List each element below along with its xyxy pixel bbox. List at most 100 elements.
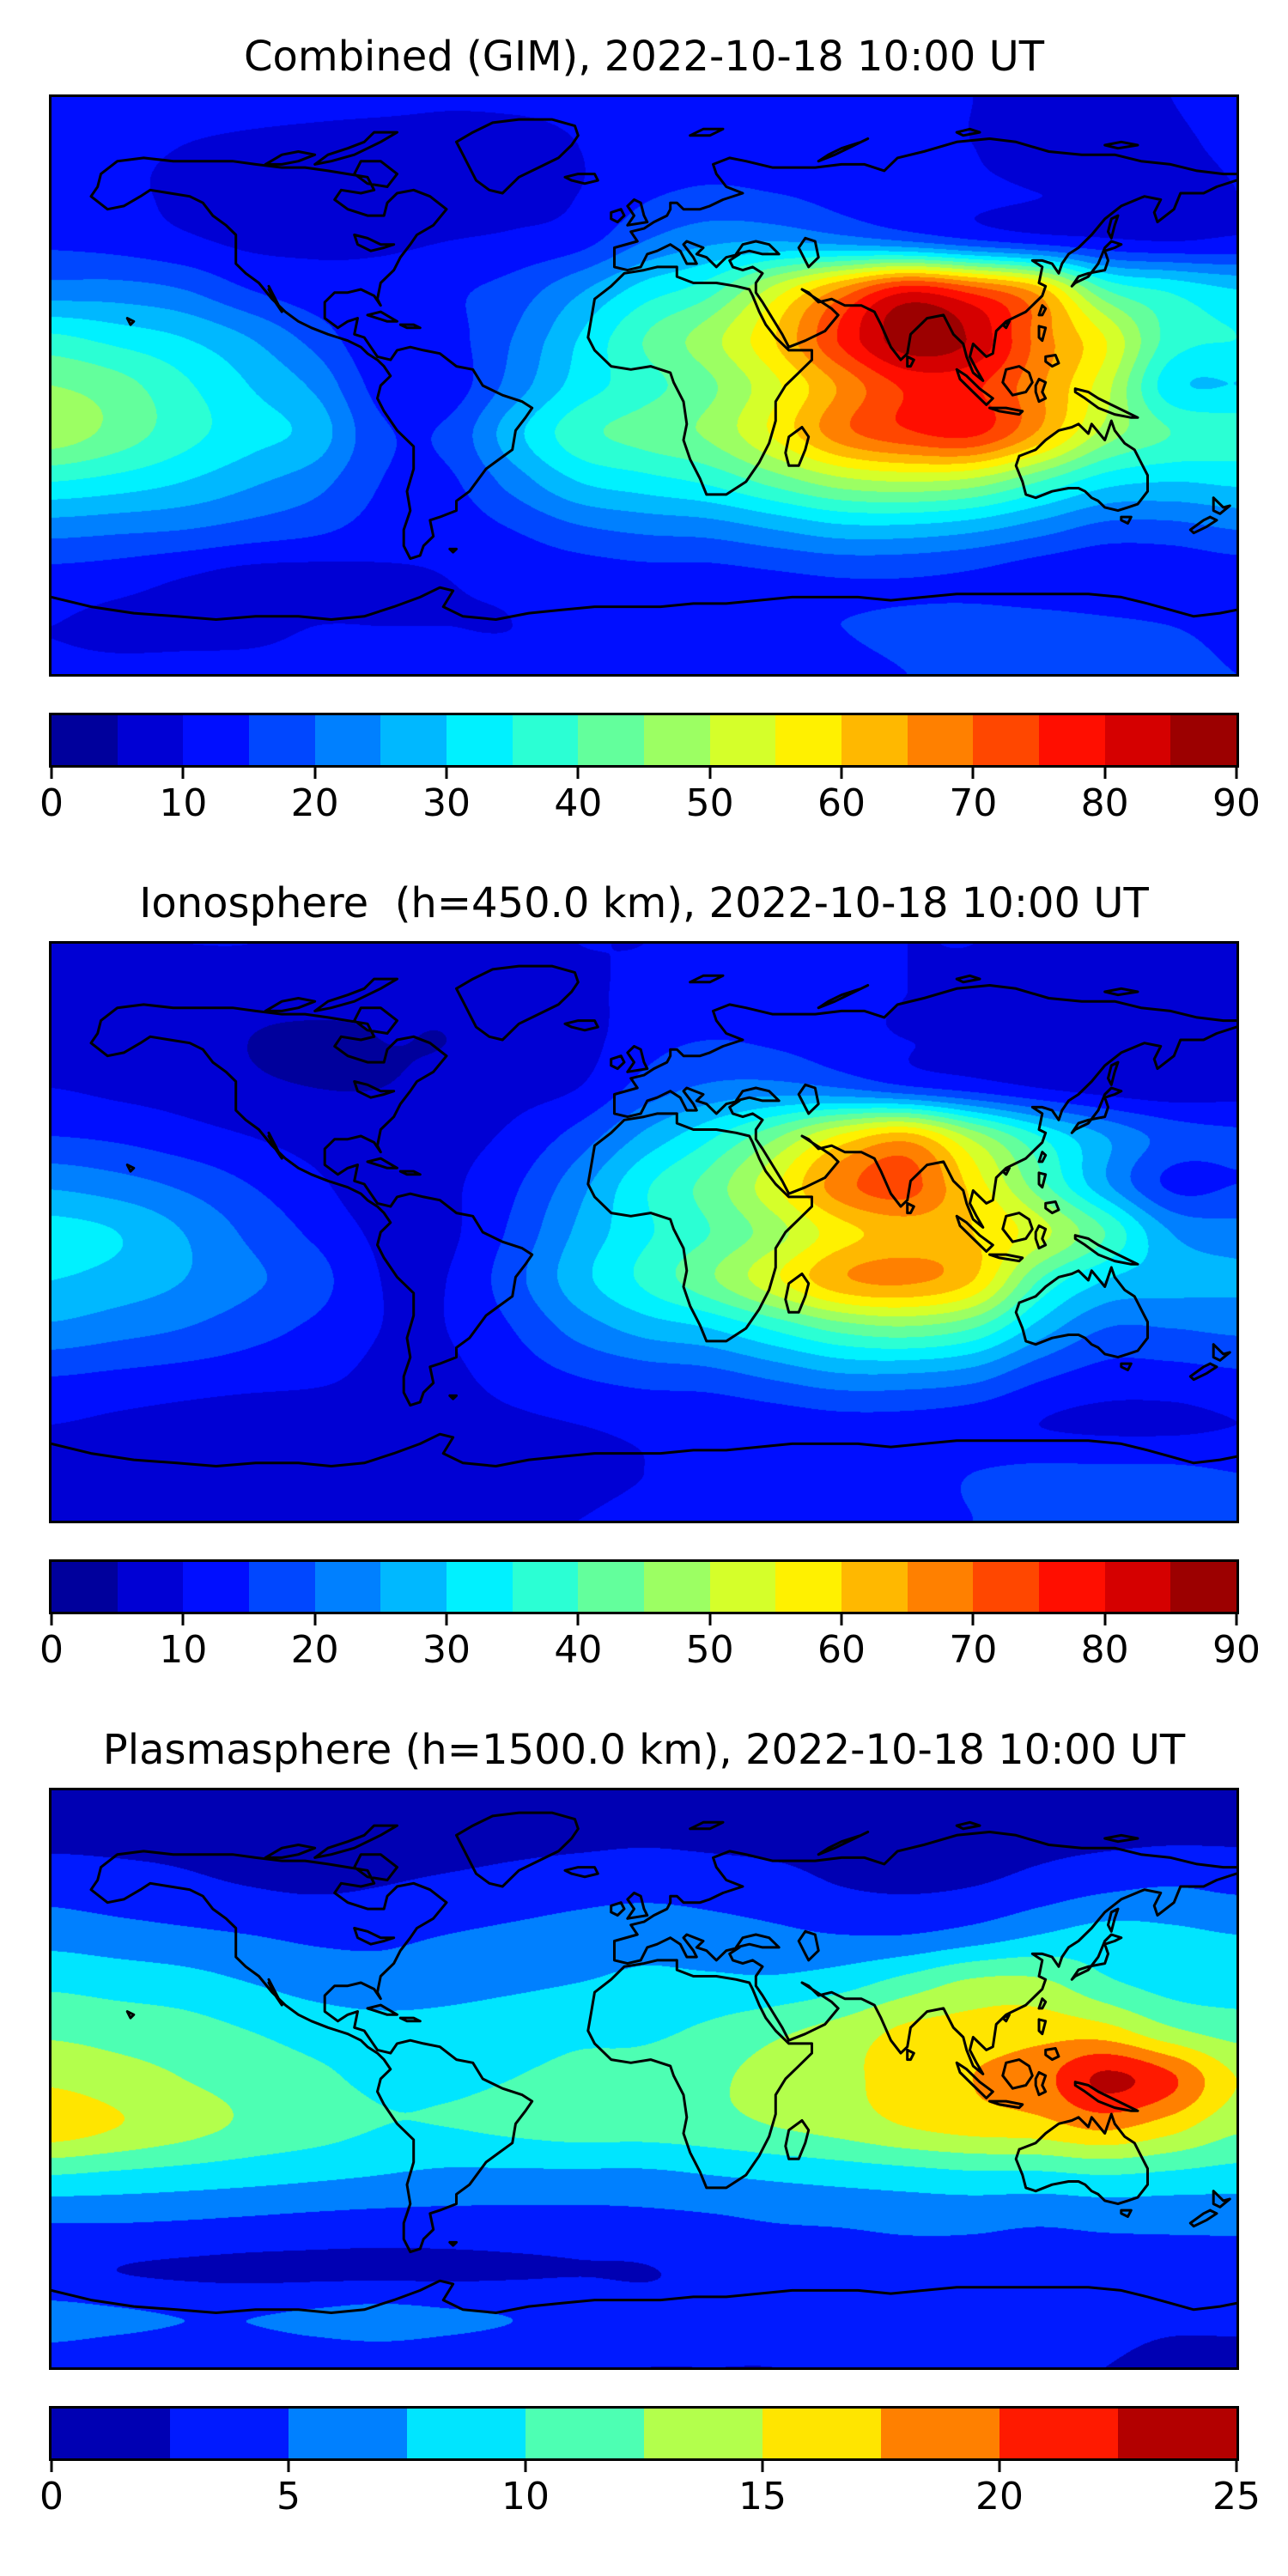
colorbar-block-combined: 0 10 20 30 40 50 60 70 80 90: [39, 713, 1261, 826]
colorbar-segment: [512, 1562, 579, 1612]
colorbar-segment: [907, 715, 974, 765]
colorbar-tick-label: 10: [159, 1628, 208, 1672]
colorbar-segment: [1039, 715, 1105, 765]
colorbar-tick: [840, 768, 843, 779]
map-plot-combined: [49, 94, 1239, 677]
colorbar-tick: [1235, 2461, 1238, 2472]
colorbar-segment: [249, 715, 315, 765]
colorbar-tick: [1235, 1614, 1238, 1625]
colorbar-tick-label: 60: [817, 781, 866, 825]
colorbar-tick-labels: 0 10 20 30 40 50 60 70 80 90: [39, 781, 1261, 826]
colorbar-segment: [314, 1562, 381, 1612]
colorbar-tick: [445, 1614, 448, 1625]
figure: Combined (GIM), 2022-10-18 10:00 UT 0 10 2…: [0, 26, 1288, 2519]
panel-ionosphere: Ionosphere (h=450.0 km), 2022-10-18 10:0…: [0, 872, 1288, 1673]
colorbar-tick-label: 20: [290, 1628, 339, 1672]
colorbar-segment: [775, 1562, 842, 1612]
colorbar-segment: [117, 1562, 184, 1612]
colorbar-segment: [407, 2409, 526, 2458]
colorbar-tick: [50, 768, 53, 779]
colorbar-tick: [1103, 1614, 1107, 1625]
colorbar-segment: [775, 715, 842, 765]
colorbar-tick-labels: 0 5 10 15 20 25: [39, 2475, 1261, 2519]
tec-heatmap-canvas-ionosphere: [52, 944, 1236, 1521]
coastline-overlay: [52, 1811, 1236, 2314]
colorbar-segment: [1170, 715, 1237, 765]
colorbar-tick-label: 60: [817, 1628, 866, 1672]
colorbar-segment: [512, 715, 579, 765]
colorbar-tick: [181, 768, 185, 779]
colorbar-block-plasmasphere: 0 5 10 15 20 25: [39, 2406, 1261, 2519]
colorbar-tick: [840, 1614, 843, 1625]
colorbar-segment: [841, 715, 908, 765]
colorbar-tick-labels: 0 10 20 30 40 50 60 70 80 90: [39, 1628, 1261, 1673]
colorbar: [49, 2406, 1239, 2461]
colorbar-segment: [183, 715, 250, 765]
colorbar-tick-label: 20: [975, 2475, 1024, 2518]
colorbar-tick: [181, 1614, 185, 1625]
colorbar-segment: [52, 715, 118, 765]
colorbar-tick: [708, 1614, 712, 1625]
colorbar-segment: [881, 2409, 999, 2458]
colorbar-segment: [380, 715, 447, 765]
coastline-path: [52, 964, 1236, 1467]
panel-title-combined: Combined (GIM), 2022-10-18 10:00 UT: [243, 33, 1045, 81]
colorbar-tick: [708, 768, 712, 779]
colorbar-segment: [1039, 1562, 1105, 1612]
panel-title-ionosphere: Ionosphere (h=450.0 km), 2022-10-18 10:0…: [139, 879, 1149, 927]
colorbar-tick: [971, 1614, 975, 1625]
colorbar-tick: [761, 2461, 764, 2472]
colorbar-segment: [907, 1562, 974, 1612]
colorbar-block-ionosphere: 0 10 20 30 40 50 60 70 80 90: [39, 1559, 1261, 1673]
colorbar-tick: [50, 2461, 53, 2472]
colorbar-tick-label: 20: [290, 781, 339, 825]
panel-combined: Combined (GIM), 2022-10-18 10:00 UT 0 10 2…: [0, 26, 1288, 826]
colorbar-segment: [183, 1562, 250, 1612]
colorbar-segment: [170, 2409, 289, 2458]
map-plot-ionosphere: [49, 941, 1239, 1523]
colorbar-tick-label: 10: [159, 781, 208, 825]
colorbar-tick-label: 80: [1080, 1628, 1129, 1672]
colorbar-segment: [447, 715, 513, 765]
colorbar-tick-label: 0: [39, 1628, 64, 1672]
colorbar-tick: [1235, 768, 1238, 779]
colorbar-segment: [973, 715, 1040, 765]
colorbar-tick-label: 15: [738, 2475, 787, 2518]
colorbar-ticks: [50, 1614, 1238, 1626]
colorbar-tick-label: 50: [685, 1628, 734, 1672]
colorbar-segment: [117, 715, 184, 765]
colorbar-tick: [998, 2461, 1001, 2472]
colorbar-segment: [1118, 2409, 1236, 2458]
coastline-path: [52, 1811, 1236, 2314]
colorbar-tick: [50, 1614, 53, 1625]
colorbar-segment: [314, 715, 381, 765]
colorbar-segment: [52, 2409, 170, 2458]
colorbar-tick-label: 70: [949, 1628, 998, 1672]
colorbar-segment: [973, 1562, 1040, 1612]
map-plot-plasmasphere: [49, 1788, 1239, 2370]
colorbar-segment: [999, 2409, 1118, 2458]
colorbar-segment: [578, 715, 645, 765]
colorbar-tick-label: 80: [1080, 781, 1129, 825]
colorbar-tick-label: 10: [501, 2475, 550, 2518]
colorbar-segment: [841, 1562, 908, 1612]
panel-plasmasphere: Plasmasphere (h=1500.0 km), 2022-10-18 1…: [0, 1719, 1288, 2519]
colorbar-tick-label: 70: [949, 781, 998, 825]
colorbar-segment: [289, 2409, 407, 2458]
tec-heatmap-canvas-combined: [52, 97, 1236, 674]
colorbar-tick-label: 0: [39, 2475, 64, 2518]
colorbar-segment: [1104, 715, 1171, 765]
colorbar-segment: [644, 1562, 710, 1612]
colorbar-segment: [1170, 1562, 1237, 1612]
colorbar-tick-label: 0: [39, 781, 64, 825]
colorbar-tick-label: 50: [685, 781, 734, 825]
colorbar-ticks: [50, 768, 1238, 780]
colorbar-tick-label: 90: [1212, 781, 1261, 825]
coastline-overlay: [52, 118, 1236, 621]
colorbar: [49, 1559, 1239, 1614]
colorbar-tick: [287, 2461, 290, 2472]
colorbar-tick-label: 30: [422, 1628, 471, 1672]
colorbar-tick: [313, 1614, 317, 1625]
colorbar-ticks: [50, 2461, 1238, 2473]
colorbar-tick: [313, 768, 317, 779]
